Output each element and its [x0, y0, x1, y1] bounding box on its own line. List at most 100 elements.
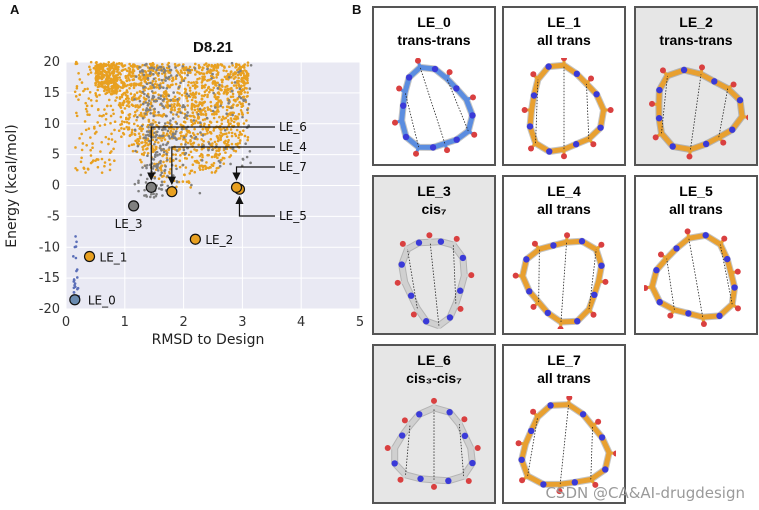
scatter-point: [162, 112, 166, 116]
scatter-point: [170, 127, 173, 130]
scatter-point: [110, 132, 113, 136]
scatter-point: [167, 65, 171, 68]
y-tick-label: 15: [43, 86, 60, 101]
scatter-point: [192, 119, 196, 122]
scatter-point: [144, 144, 147, 147]
grid-lines: [65, 61, 361, 310]
scatter-point: [162, 131, 165, 135]
scatter-point: [211, 164, 215, 168]
scatter-point: [186, 68, 189, 72]
scatter-point: [218, 115, 221, 119]
scatter-point: [195, 111, 199, 114]
scatter-point: [211, 148, 214, 152]
scatter-point: [105, 75, 109, 79]
scatter-point: [245, 155, 249, 159]
scatter-point: [238, 139, 242, 142]
scatter-point: [80, 148, 84, 152]
scatter-point: [158, 84, 161, 87]
scatter-point: [197, 112, 200, 116]
scatter-point: [221, 85, 224, 88]
scatter-point: [207, 63, 211, 67]
scatter-point: [201, 165, 205, 169]
scatter-point: [140, 141, 143, 144]
point-label: LE_0: [88, 294, 116, 308]
scatter-point: [138, 135, 142, 138]
scatter-point: [120, 69, 124, 72]
scatter-point: [203, 78, 206, 81]
scatter-point: [225, 132, 228, 135]
scatter-point: [197, 64, 201, 67]
scatter-point: [213, 140, 217, 144]
x-tick-label: 5: [356, 315, 364, 330]
scatter-point: [100, 76, 104, 80]
scatter-point: [179, 153, 182, 157]
scatter-point: [249, 161, 252, 165]
scatter-point: [214, 65, 218, 68]
scatter-point: [151, 138, 155, 142]
scatter-point: [112, 69, 115, 73]
highlighted-points: LE_0 LE_1 LE_2 LE_3 LE_4 LE_5 LE_6 LE_7: [69, 120, 307, 308]
scatter-point: [136, 137, 140, 141]
scatter-point: [136, 144, 140, 148]
scatter-point: [213, 154, 217, 157]
scatter-point: [96, 88, 100, 92]
scatter-point: [157, 110, 160, 114]
scatter-point: [219, 128, 222, 131]
scatter-point: [103, 89, 106, 93]
scatter-point: [236, 73, 240, 77]
scatter-point: [125, 125, 128, 129]
scatter-point: [186, 73, 189, 77]
scatter-point: [189, 114, 193, 118]
scatter-point: [203, 100, 207, 104]
scatter-point: [144, 164, 147, 168]
scatter-point: [107, 137, 111, 141]
x-tick-label: 1: [121, 315, 129, 330]
scatter-point: [216, 71, 220, 74]
scatter-point: [208, 78, 211, 82]
scatter-point: [204, 167, 208, 171]
scatter-point: [158, 113, 161, 117]
scatter-point: [241, 129, 245, 133]
scatter-point: [170, 108, 174, 112]
scatter-point: [213, 171, 217, 174]
point-label: LE_6: [279, 120, 307, 134]
scatter-point: [137, 189, 140, 193]
scatter-point: [193, 67, 197, 70]
x-tick-label: 2: [179, 315, 187, 330]
scatter-point: [121, 103, 125, 107]
scatter-point: [219, 104, 222, 108]
scatter-point: [222, 140, 226, 144]
scatter-point: [142, 153, 145, 157]
scatter-point: [95, 79, 98, 82]
scatter-point: [248, 149, 252, 153]
scatter-point: [102, 114, 105, 117]
x-tick-label: 0: [62, 315, 70, 330]
structure-name: LE_1: [547, 14, 581, 30]
scatter-point: [231, 95, 235, 98]
scatter-point: [82, 166, 86, 170]
scatter-point: [189, 169, 193, 173]
scatter-point: [96, 158, 100, 161]
scatter-point: [165, 132, 169, 136]
scatter-point: [189, 134, 193, 138]
scatter-point: [170, 135, 174, 139]
scatter-point: [180, 143, 183, 146]
scatter-point: [243, 63, 247, 66]
scatter-point: [131, 149, 135, 153]
scatter-point: [190, 155, 194, 159]
scatter-point: [175, 69, 178, 72]
point-label: LE_2: [205, 233, 233, 247]
scatter-point: [225, 69, 228, 73]
scatter-point: [140, 78, 143, 82]
scatter-point: [109, 114, 113, 118]
callout-arrow: [235, 195, 275, 217]
scatter-point: [148, 106, 152, 110]
scatter-point: [235, 104, 239, 107]
scatter-point: [183, 121, 187, 124]
scatter-point: [97, 82, 101, 85]
scatter-point: [209, 104, 213, 108]
scatter-point: [236, 68, 239, 72]
scatter-point: [210, 155, 214, 159]
scatter-point: [154, 91, 157, 94]
scatter-point: [116, 70, 119, 73]
